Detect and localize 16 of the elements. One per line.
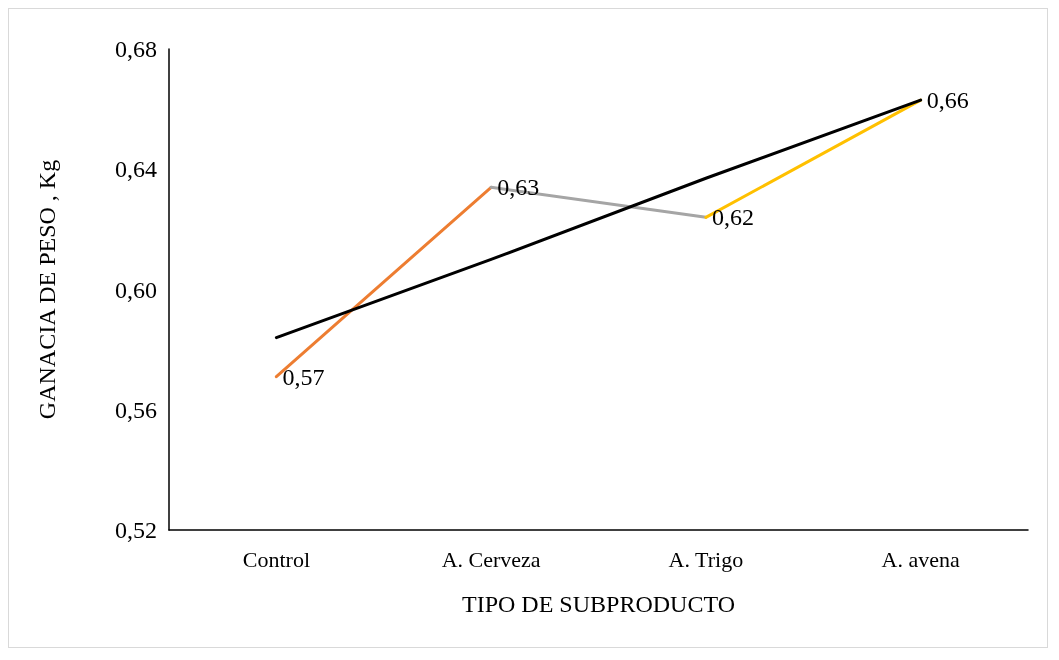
y-tick-label: 0,60 xyxy=(115,276,157,303)
y-tick-label: 0,68 xyxy=(115,36,157,62)
x-tick-label: Control xyxy=(242,546,310,572)
data-label: 0,66 xyxy=(926,87,969,114)
y-tick-label: 0,56 xyxy=(115,396,157,423)
data-label: 0,62 xyxy=(711,204,754,231)
x-tick-label: A. Trigo xyxy=(668,546,744,572)
y-tick-label: 0,52 xyxy=(115,517,157,543)
y-axis-title: GANACIA DE PESO , Kg xyxy=(34,159,60,420)
y-tick-label: 0,64 xyxy=(115,156,157,183)
x-tick-label: A. Cerveza xyxy=(441,546,541,572)
x-tick-label: A. avena xyxy=(881,546,960,572)
data-label: 0,57 xyxy=(282,363,325,390)
line-series xyxy=(274,98,923,340)
data-label: 0,63 xyxy=(497,174,540,201)
x-axis-title: TIPO DE SUBPRODUCTO xyxy=(462,591,735,617)
